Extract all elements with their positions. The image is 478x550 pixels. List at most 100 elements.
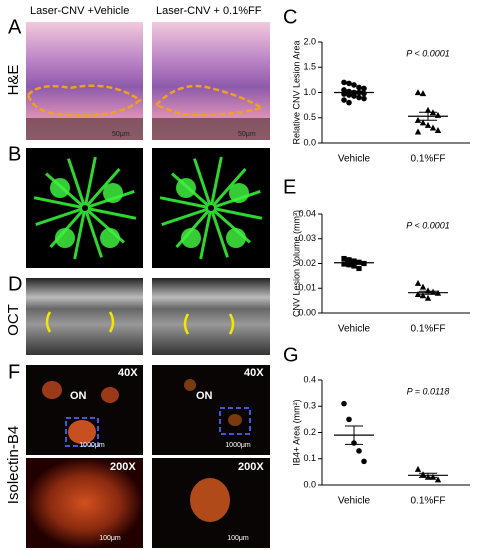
vessel — [67, 158, 87, 209]
vessel — [209, 168, 247, 209]
y-tick-label: 0.0 — [303, 137, 316, 147]
data-point — [361, 95, 367, 102]
data-point — [351, 82, 357, 88]
data-point — [346, 80, 352, 87]
y-tick-label: 0.03 — [298, 233, 316, 243]
data-point — [346, 99, 352, 106]
row-label: H&E — [5, 65, 22, 96]
rpe-layer — [152, 118, 270, 140]
lesion — [68, 420, 96, 444]
data-point — [346, 262, 352, 268]
data-point — [434, 126, 442, 133]
data-point — [356, 94, 362, 101]
lesion — [228, 414, 242, 426]
vessel — [33, 196, 86, 210]
y-tick-label: 0.04 — [298, 208, 316, 218]
lesion — [101, 387, 119, 403]
x-tick-label: 0.1%FF — [410, 154, 445, 165]
scale-bar: 100μm — [99, 535, 121, 542]
data-point — [424, 121, 432, 128]
data-point — [351, 93, 357, 99]
x-tick-label: Vehicle — [338, 496, 371, 507]
magnification: 200X — [110, 461, 136, 473]
lesion — [181, 228, 201, 248]
y-tick-label: 0.5 — [303, 112, 316, 122]
data-point — [414, 89, 422, 96]
y-tick-label: 0.0 — [303, 479, 316, 489]
scale-bar: 50μm — [112, 131, 130, 138]
lesion-brackets — [45, 311, 235, 335]
y-tick-label: 1.5 — [303, 62, 316, 72]
data-point — [356, 265, 362, 272]
optic-nerve-label: ON — [196, 390, 213, 402]
data-point — [424, 294, 432, 301]
data-point — [356, 448, 362, 454]
panel-letter: C — [283, 6, 297, 28]
oct-image — [152, 278, 270, 355]
data-point — [341, 255, 347, 262]
data-point — [419, 90, 427, 97]
vessel — [161, 206, 212, 226]
data-point — [341, 79, 347, 86]
vessel — [83, 207, 103, 258]
vessel — [159, 196, 212, 210]
y-tick-label: 0.3 — [303, 401, 316, 411]
data-point — [341, 261, 347, 267]
data-point — [414, 291, 422, 298]
oct-image — [26, 278, 143, 355]
vessel — [35, 206, 86, 226]
lesion — [50, 178, 70, 198]
magnification: 40X — [118, 367, 138, 379]
vessel — [73, 207, 87, 260]
lesion — [100, 228, 120, 248]
x-tick-label: 0.1%FF — [410, 496, 445, 507]
data-point — [429, 473, 437, 480]
scale-bar: 50μm — [238, 131, 256, 138]
data-point — [361, 458, 367, 465]
y-axis-label: CNV Lesion Volume (mm³) — [291, 210, 301, 317]
vessel — [199, 207, 213, 260]
data-point — [419, 471, 427, 478]
scale-bar: 1000μm — [225, 442, 251, 449]
p-value: P < 0.0001 — [406, 220, 449, 230]
data-point — [361, 85, 367, 92]
data-point — [356, 84, 362, 91]
lesion — [176, 178, 196, 198]
y-tick-label: 0.00 — [298, 307, 316, 317]
data-point — [346, 416, 352, 423]
data-point — [419, 119, 427, 126]
data-point — [414, 279, 422, 286]
data-point — [429, 124, 437, 131]
data-point — [424, 106, 432, 113]
lesion — [55, 228, 75, 248]
vessel — [83, 156, 97, 209]
rpe-layer — [26, 118, 143, 140]
lesion — [103, 183, 123, 203]
y-tick-label: 0.01 — [298, 283, 316, 293]
panel-letter: G — [283, 344, 299, 366]
panel-letter: F — [8, 361, 20, 383]
lesion — [229, 183, 249, 203]
vessel — [209, 207, 229, 258]
data-point — [434, 476, 442, 483]
vessel — [209, 156, 223, 209]
column-title: Laser-CNV + 0.1%FF — [156, 5, 262, 17]
data-point — [346, 257, 352, 263]
data-point — [419, 292, 427, 299]
p-value: P = 0.0118 — [407, 386, 450, 396]
zoom-box — [65, 417, 99, 447]
optic-disc — [208, 205, 214, 211]
row-label: OCT — [5, 304, 22, 336]
p-value: P < 0.0001 — [406, 48, 449, 58]
lesion — [184, 379, 196, 391]
optic-disc — [82, 205, 88, 211]
y-axis-label: Relative CNV Lesion Area — [291, 40, 301, 144]
lesion — [226, 228, 246, 248]
y-tick-label: 0.1 — [303, 453, 316, 463]
x-tick-label: Vehicle — [338, 154, 371, 165]
scale-bar: 100μm — [227, 535, 249, 542]
vessel — [193, 158, 213, 209]
panel-letter: A — [8, 16, 22, 38]
